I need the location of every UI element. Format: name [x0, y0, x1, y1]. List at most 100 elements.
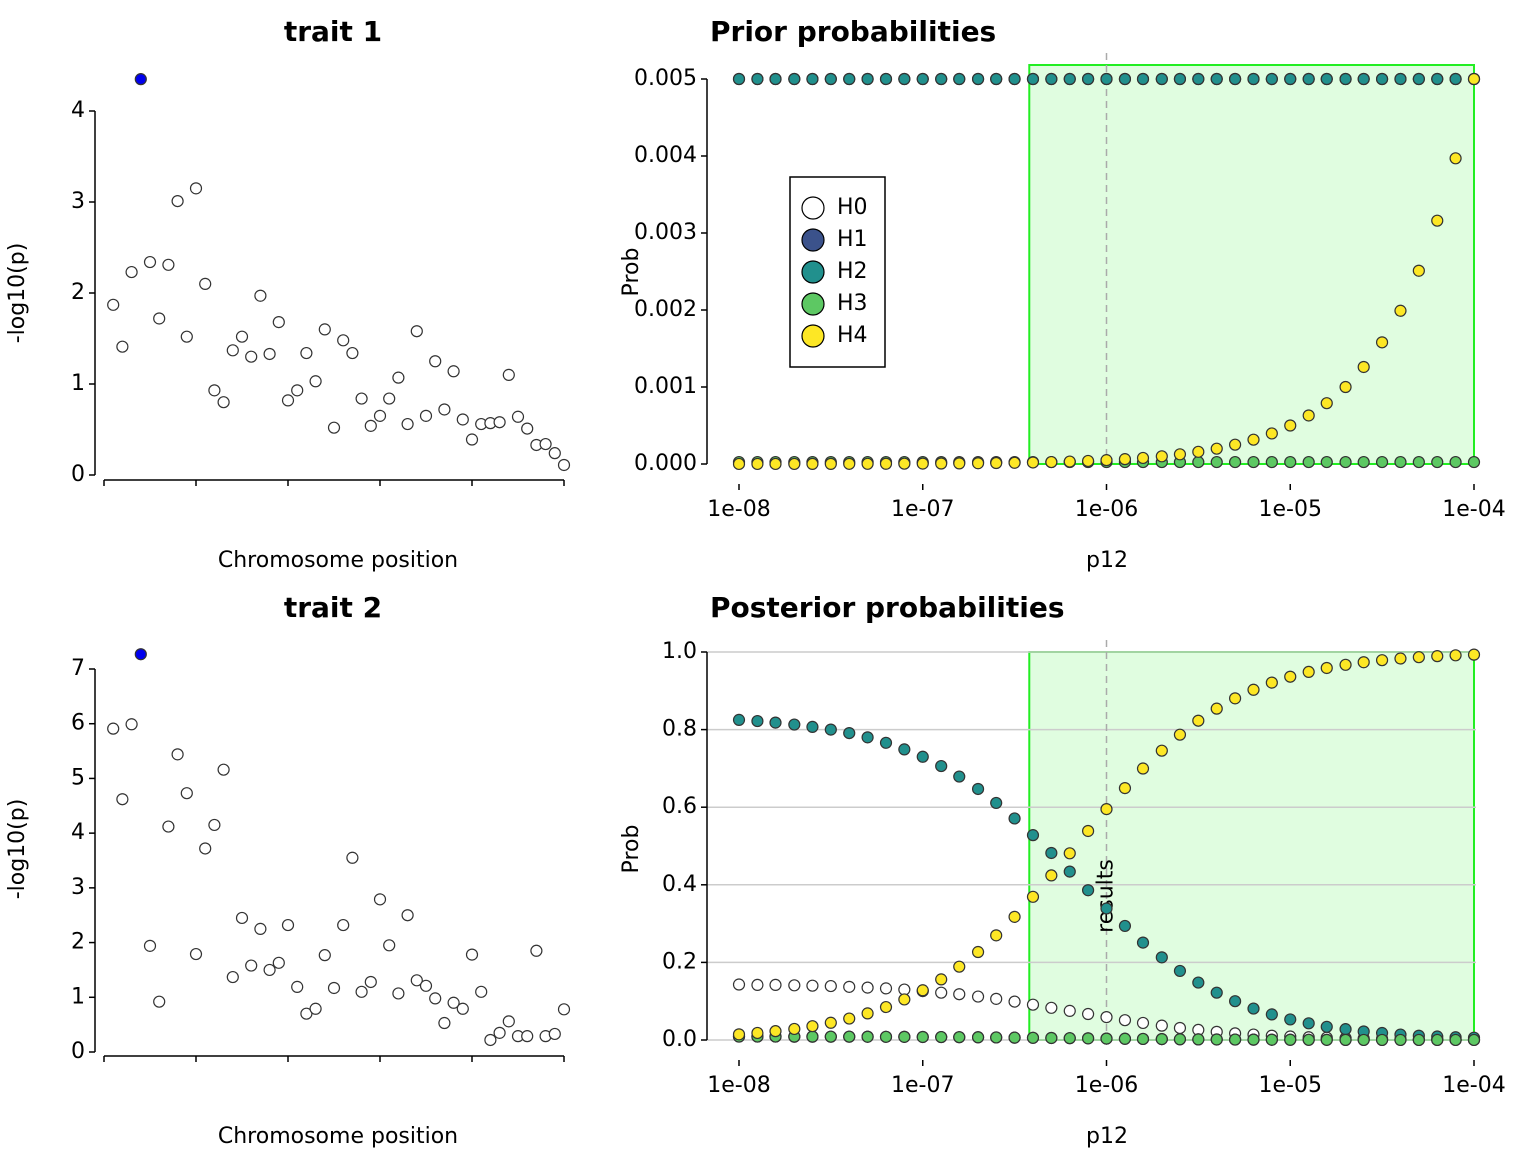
point: [1228, 455, 1242, 469]
point: [953, 1031, 966, 1044]
point: [1045, 1031, 1058, 1045]
point: [364, 419, 377, 432]
point: [254, 922, 267, 935]
x-tick-label: 1e-06: [1075, 497, 1138, 522]
point: [1247, 455, 1260, 469]
point: [171, 194, 184, 208]
point: [1247, 683, 1260, 696]
point: [879, 1030, 893, 1043]
point: [1118, 1014, 1132, 1027]
point: [438, 403, 451, 416]
point: [327, 421, 341, 434]
y-tick-label: 6: [71, 711, 85, 736]
y-tick-label: 0.2: [662, 949, 697, 974]
highlight-region: [1028, 64, 1476, 465]
point: [1265, 455, 1278, 469]
point: [1008, 995, 1021, 1008]
point: [1136, 762, 1150, 775]
point: [1431, 72, 1444, 86]
point: [272, 316, 285, 329]
point: [788, 1022, 801, 1036]
point: [824, 72, 837, 86]
point: [1081, 72, 1095, 86]
y-tick-label: 0.004: [634, 143, 697, 168]
y-axis-label: -log10(p): [5, 799, 30, 900]
point: [373, 893, 387, 906]
point: [916, 1030, 929, 1044]
point: [824, 723, 837, 736]
y-tick-label: 2: [71, 280, 85, 305]
y-tick-label: 0.003: [634, 220, 697, 245]
point: [1284, 670, 1297, 683]
x-tick-label: 1e-08: [707, 1073, 770, 1098]
point: [732, 1028, 746, 1041]
point: [1375, 336, 1389, 349]
x-axis-label: Chromosome position: [218, 548, 458, 573]
point: [1210, 442, 1223, 455]
point: [824, 979, 837, 993]
point: [1228, 995, 1242, 1008]
point: [971, 72, 985, 86]
point: [1431, 455, 1444, 469]
point: [861, 731, 874, 744]
point: [281, 918, 295, 932]
point: [401, 909, 414, 922]
legend-marker: [801, 260, 825, 284]
highlight-region: [1028, 651, 1476, 1041]
point: [557, 1003, 571, 1016]
point: [245, 959, 258, 972]
point: [1136, 936, 1150, 949]
point: [1265, 1008, 1278, 1021]
point: [824, 457, 837, 470]
point: [502, 368, 515, 381]
point: [1155, 744, 1168, 757]
point: [935, 973, 948, 986]
point: [199, 842, 212, 855]
legend-label: H4: [837, 323, 868, 348]
x-tick-label: 1e-06: [1075, 1073, 1138, 1098]
legend-marker: [801, 324, 825, 348]
point: [383, 939, 396, 952]
point: [1412, 264, 1425, 277]
point: [1008, 910, 1021, 923]
point: [419, 979, 433, 992]
point: [1320, 1020, 1333, 1033]
point: [1081, 884, 1095, 897]
point: [935, 759, 948, 773]
point: [732, 72, 746, 86]
point: [392, 987, 405, 1000]
point: [318, 323, 331, 336]
point: [1118, 919, 1132, 933]
point: [1247, 1033, 1260, 1046]
point: [971, 945, 985, 959]
point: [383, 392, 396, 405]
point: [1284, 1033, 1297, 1046]
point: [1431, 650, 1444, 663]
point: [1394, 72, 1407, 86]
point: [511, 410, 525, 423]
point: [410, 974, 423, 987]
point: [493, 1026, 506, 1039]
point: [162, 820, 175, 833]
point: [843, 726, 856, 740]
point: [1228, 1033, 1242, 1046]
point: [171, 748, 184, 761]
point: [898, 1030, 911, 1043]
point: [953, 457, 966, 470]
point: [1320, 661, 1333, 675]
point: [162, 258, 175, 271]
point: [935, 986, 948, 999]
point: [879, 982, 893, 995]
point: [898, 743, 911, 756]
point: [346, 346, 359, 360]
points: [732, 648, 1481, 1047]
y-tick-label: 1: [71, 371, 85, 396]
point: [732, 978, 746, 991]
point: [291, 384, 304, 397]
point: [1412, 72, 1425, 86]
point: [447, 996, 460, 1009]
point: [226, 344, 239, 357]
point: [1302, 665, 1315, 679]
point: [1192, 1033, 1205, 1046]
point: [861, 1007, 874, 1020]
